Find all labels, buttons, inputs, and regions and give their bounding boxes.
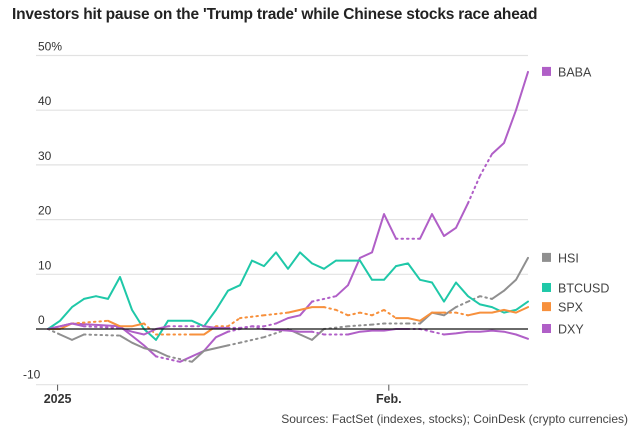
series-hsi [47, 256, 529, 363]
legend-item-spx: SPX [542, 301, 584, 315]
legend-item-hsi: HSI [542, 251, 579, 265]
series-gap-baba [155, 153, 493, 363]
y-tick-label: 20 [38, 204, 52, 218]
y-tick-label: 50% [38, 40, 62, 54]
y-tick-label: 30 [38, 149, 52, 163]
x-tick-label: 2025 [44, 392, 72, 406]
x-tick-label: Feb. [376, 392, 402, 406]
series-line-baba [47, 70, 529, 363]
legend-item-dxy: DXY [542, 323, 584, 337]
series-gap-spx [71, 306, 469, 336]
y-tick-label: 40 [38, 94, 52, 108]
legend-item-btcusd: BTCUSD [542, 281, 609, 295]
legend-label: BABA [558, 65, 592, 79]
legend: BABA HSI BTCUSD SPX DXY [542, 65, 609, 337]
legend-label: HSI [558, 251, 579, 265]
legend-swatch [542, 66, 551, 76]
series-baba [47, 70, 529, 363]
legend-swatch [542, 282, 551, 292]
legend-item-baba: BABA [542, 65, 592, 79]
series-btcusd [47, 251, 529, 341]
y-tick-label: -10 [23, 368, 41, 382]
source-note: Sources: FactSet (indexes, stocks); Coin… [281, 412, 628, 426]
series-line-btcusd [47, 251, 529, 341]
y-axis-ticks: -10 0 10 20 30 40 50% [23, 40, 62, 382]
y-tick-label: 0 [38, 313, 45, 327]
legend-label: DXY [558, 323, 584, 337]
gridlines [36, 54, 528, 386]
legend-swatch [542, 324, 551, 333]
y-tick-label: 10 [38, 258, 52, 272]
legend-swatch [542, 302, 551, 312]
legend-label: SPX [558, 301, 584, 315]
series-lines [36, 70, 529, 363]
chart-title: Investors hit pause on the 'Trump trade'… [12, 6, 538, 23]
x-axis: 2025 Feb. [44, 384, 402, 406]
legend-swatch [542, 252, 551, 262]
series-gap-hsi [47, 295, 493, 363]
legend-label: BTCUSD [558, 281, 609, 295]
series-line-hsi [59, 256, 529, 363]
series-dxy [47, 322, 529, 340]
series-spx [47, 306, 529, 336]
